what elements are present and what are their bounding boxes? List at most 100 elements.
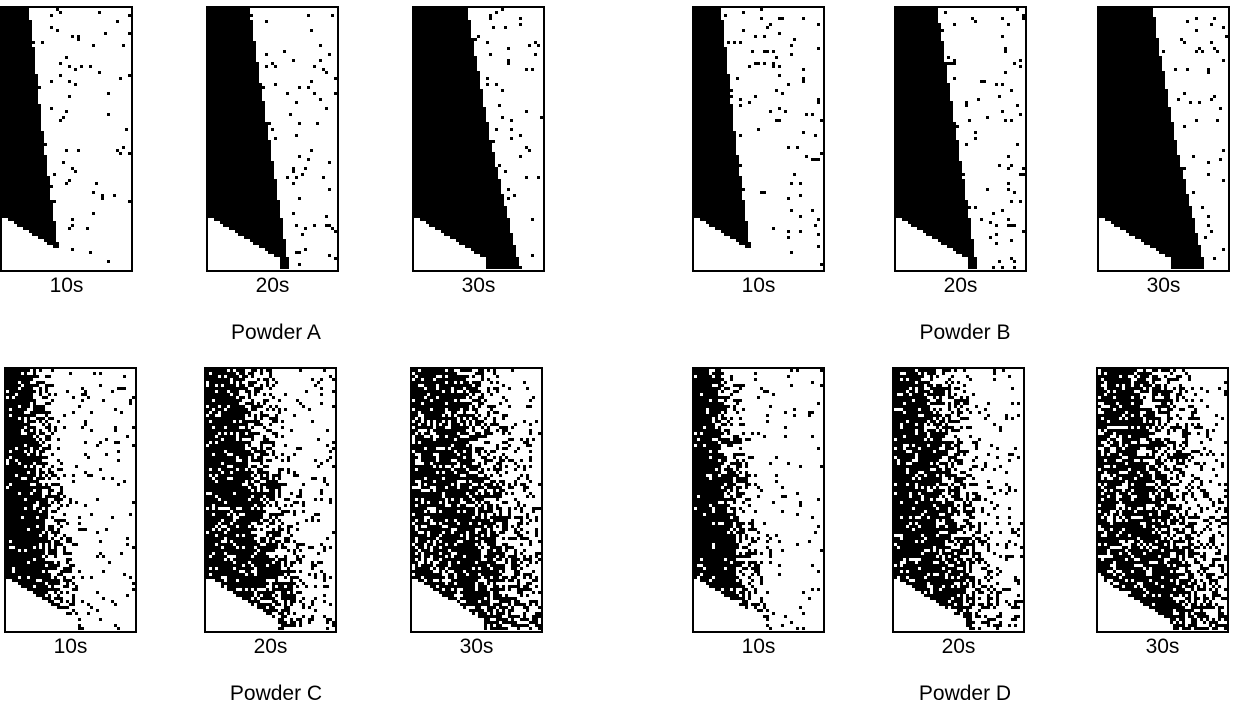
particle-cell [468, 137, 471, 140]
particle-cell [733, 41, 736, 44]
particle-cell [268, 122, 271, 125]
particle-cell [41, 155, 44, 158]
particle-cell [226, 86, 229, 89]
particle-cell [441, 149, 444, 152]
particle-cell [426, 41, 429, 44]
particle-cell [474, 209, 477, 212]
particle-cell [32, 89, 35, 92]
particle-cell [29, 71, 32, 74]
particle-cell [468, 68, 471, 71]
particle-cell [435, 50, 438, 53]
particle-cell [5, 173, 8, 176]
particle-cell [23, 179, 26, 182]
particle-cell [208, 173, 211, 176]
particle-cell [697, 26, 700, 29]
particle-cell [250, 206, 253, 209]
particle-cell [223, 50, 226, 53]
particle-cell [262, 161, 265, 164]
particle-cell [256, 230, 259, 233]
particle-cell [444, 68, 447, 71]
particle-cell [8, 146, 11, 149]
particle-cell [244, 62, 247, 65]
particle-cell [423, 20, 426, 23]
particle-cell [697, 32, 700, 35]
particle-cell [26, 41, 29, 44]
particle-cell [229, 137, 232, 140]
particle-cell [277, 215, 280, 218]
particle-cell [700, 41, 703, 44]
particle-cell [53, 236, 56, 239]
particle-cell [435, 95, 438, 98]
particle-cell [14, 134, 17, 137]
particle-cell [217, 77, 220, 80]
particle-cell [262, 113, 265, 116]
particle-cell [235, 116, 238, 119]
particle-cell [259, 227, 262, 230]
particle-cell [271, 224, 274, 227]
particle-cell [715, 20, 718, 23]
particle-cell [253, 125, 256, 128]
particle-cell [32, 74, 35, 77]
particle-cell [468, 200, 471, 203]
particle-cell [50, 242, 53, 245]
particle-cell [465, 20, 468, 23]
particle-cell [211, 53, 214, 56]
particle-cell [8, 173, 11, 176]
particle-cell [20, 23, 23, 26]
particle-cell [128, 152, 131, 155]
particle-cell [32, 221, 35, 224]
particle-cell [256, 146, 259, 149]
particle-cell [244, 146, 247, 149]
particle-cell [447, 41, 450, 44]
particle-cell [703, 14, 706, 17]
particle-cell [414, 80, 417, 83]
particle-cell [253, 161, 256, 164]
particle-cell [414, 83, 417, 86]
particle-cell [208, 53, 211, 56]
particle-cell [8, 110, 11, 113]
particle-cell [447, 149, 450, 152]
particle-cell [14, 62, 17, 65]
particle-cell [429, 125, 432, 128]
particle-cell [247, 185, 250, 188]
particle-cell [444, 143, 447, 146]
particle-cell [468, 188, 471, 191]
particle-cell [477, 140, 480, 143]
particle-cell [435, 38, 438, 41]
particle-cell [694, 50, 697, 53]
particle-cell [14, 164, 17, 167]
particle-cell [471, 185, 474, 188]
particle-cell [426, 95, 429, 98]
particle-cell [417, 194, 420, 197]
particle-cell [709, 65, 712, 68]
particle-cell [208, 170, 211, 173]
particle-cell [417, 143, 420, 146]
particle-cell [483, 230, 486, 233]
particle-cell [214, 71, 217, 74]
particle-cell [498, 254, 501, 257]
particle-cell [414, 125, 417, 128]
particle-cell [700, 20, 703, 23]
particle-cell [465, 92, 468, 95]
particle-cell [447, 131, 450, 134]
particle-cell [438, 95, 441, 98]
particle-cell [450, 185, 453, 188]
particle-cell [277, 218, 280, 221]
particle-cell [429, 224, 432, 227]
particle-cell [477, 188, 480, 191]
particle-cell [241, 137, 244, 140]
particle-cell [465, 83, 468, 86]
particle-cell [8, 155, 11, 158]
particle-cell [477, 200, 480, 203]
particle-cell [444, 113, 447, 116]
particle-cell [256, 95, 259, 98]
particle-cell [435, 86, 438, 89]
particle-cell [95, 182, 98, 185]
particle-cell [450, 131, 453, 134]
particle-cell [417, 50, 420, 53]
particle-cell [334, 92, 337, 95]
particle-cell [247, 158, 250, 161]
particle-cell [486, 218, 489, 221]
particle-cell [429, 56, 432, 59]
particle-cell [486, 149, 489, 152]
